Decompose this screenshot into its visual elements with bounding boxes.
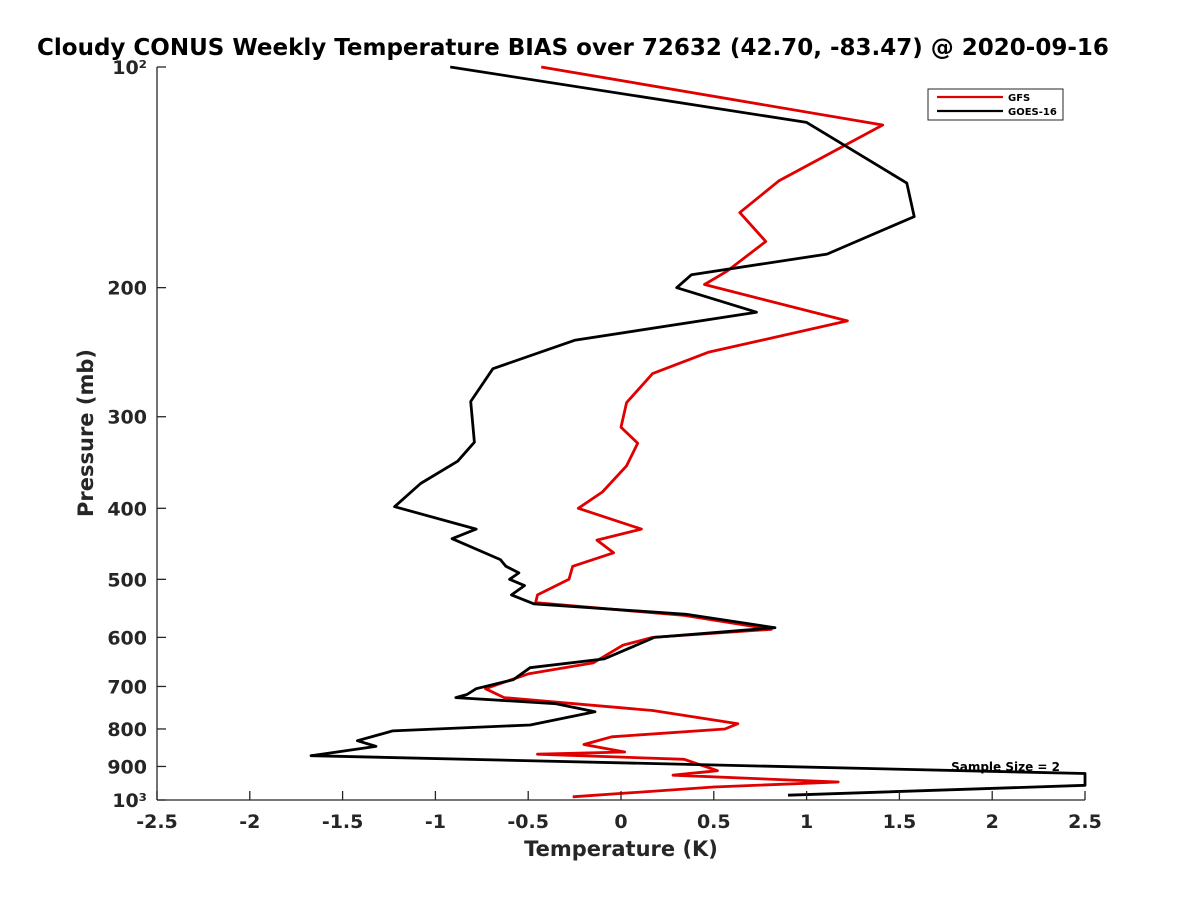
y-tick-label: 10³ bbox=[112, 790, 147, 812]
x-tick-label: 1.5 bbox=[883, 811, 917, 833]
y-axis-ticks: 10² 200 300 400 500 600 700 800 900 10³ bbox=[107, 57, 166, 812]
y-tick-label: 10² bbox=[112, 57, 147, 79]
legend-box bbox=[927, 88, 1064, 121]
x-axis-label: Temperature (K) bbox=[524, 837, 718, 861]
legend-label-gfs: GFS bbox=[1008, 93, 1030, 104]
y-tick-label: 600 bbox=[107, 627, 147, 649]
x-tick-label: -0.5 bbox=[507, 811, 549, 833]
y-tick-label: 400 bbox=[107, 498, 147, 520]
y-tick-label: 700 bbox=[107, 676, 147, 698]
legend-label-goes16: GOES-16 bbox=[1008, 107, 1057, 118]
y-tick-label: 200 bbox=[107, 278, 147, 300]
x-tick-label: 0 bbox=[614, 811, 627, 833]
series-line-goes16 bbox=[309, 65, 1087, 797]
x-tick-label: -1.5 bbox=[322, 811, 364, 833]
y-tick-label: 900 bbox=[107, 756, 147, 778]
x-tick-label: 2 bbox=[986, 811, 999, 833]
sample-size-annotation: Sample Size = 2 bbox=[951, 760, 1060, 774]
x-tick-label: -2 bbox=[239, 811, 260, 833]
y-tick-label: 500 bbox=[107, 569, 147, 591]
x-tick-label: 0.5 bbox=[697, 811, 731, 833]
legend: GFS GOES-16 bbox=[927, 88, 1064, 121]
x-tick-label: -1 bbox=[425, 811, 446, 833]
x-axis-ticks: -2.5 -2 -1.5 -1 -0.5 0 0.5 1 1.5 2 2.5 bbox=[136, 791, 1102, 833]
chart-title: Cloudy CONUS Weekly Temperature BIAS ove… bbox=[37, 35, 1109, 61]
x-tick-label: -2.5 bbox=[136, 811, 178, 833]
series-line-gfs bbox=[484, 65, 885, 799]
y-axis-label: Pressure (mb) bbox=[74, 349, 98, 517]
x-tick-label: 1 bbox=[800, 811, 813, 833]
series-layer bbox=[309, 65, 1087, 799]
y-tick-label: 300 bbox=[107, 407, 147, 429]
y-tick-label: 800 bbox=[107, 719, 147, 741]
x-tick-label: 2.5 bbox=[1068, 811, 1102, 833]
